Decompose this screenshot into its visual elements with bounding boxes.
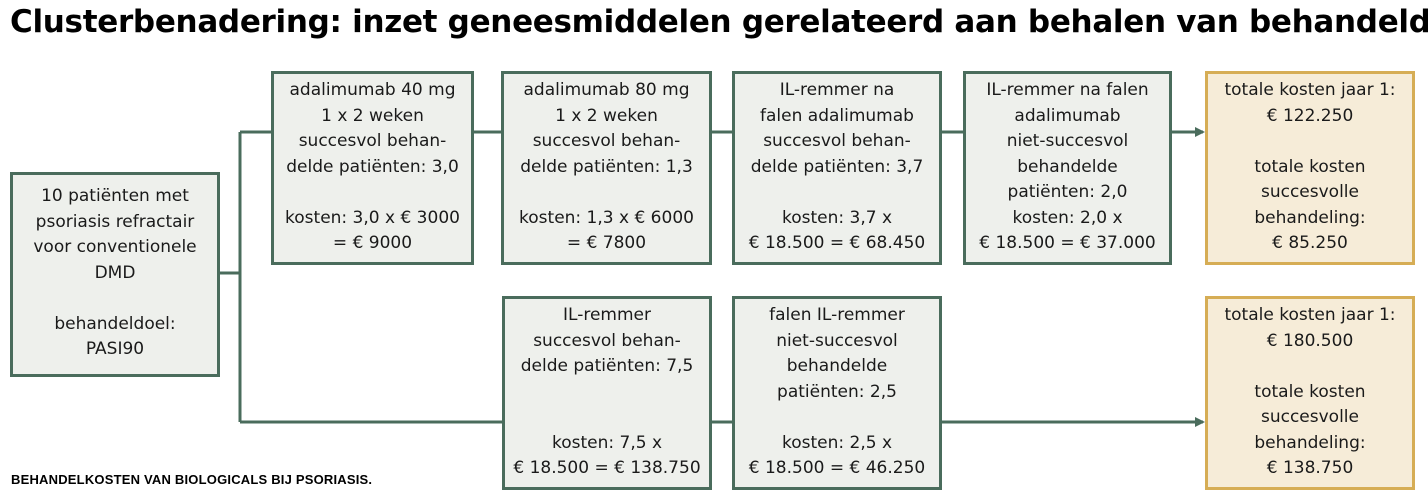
box-cost-line: € 18.500 = € 68.450 bbox=[748, 233, 926, 253]
box-text-line: IL-remmer na bbox=[779, 80, 895, 100]
start-text-line: DMD bbox=[94, 262, 136, 283]
box-text-line: patiënten: 2,5 bbox=[777, 381, 897, 402]
start-text-line: psoriasis refractair bbox=[35, 211, 195, 232]
box-text-line: delde patiënten: 3,0 bbox=[286, 156, 459, 177]
box-cost-line: kosten: 7,5 x bbox=[551, 432, 663, 453]
diagram-title: Clusterbenadering: inzet geneesmiddelen … bbox=[10, 4, 1428, 40]
box-text-line: behandelde bbox=[786, 356, 888, 376]
row2-total-costs-box: totale kosten jaar 1: € 180.500 totale k… bbox=[1205, 296, 1415, 490]
total-cost-line: totale kosten jaar 1: bbox=[1224, 305, 1396, 325]
start-goal-line: behandeldoel: bbox=[54, 313, 176, 334]
box-cost-line: = € 9000 bbox=[332, 233, 413, 253]
box-cost-line: kosten: 2,0 x bbox=[1012, 207, 1123, 228]
box-text-line: behandelde bbox=[1017, 156, 1118, 177]
box-text-line: succesvol behan- bbox=[763, 131, 911, 151]
row1-box-il-not-successful: IL-remmer na falen adalimumab niet-succe… bbox=[963, 71, 1172, 265]
box-text-line: 1 x 2 weken bbox=[321, 105, 424, 126]
total-cost-line: totale kosten jaar 1: bbox=[1224, 80, 1396, 100]
box-text-line: IL-remmer bbox=[563, 305, 651, 325]
start-text-line: 10 patiënten met bbox=[41, 186, 189, 206]
total-cost-value: € 180.500 bbox=[1266, 330, 1354, 351]
box-text-line: succesvol behan- bbox=[533, 330, 681, 351]
box-cost-line: kosten: 3,0 x € 3000 bbox=[285, 207, 460, 228]
box-cost-line: € 18.500 = € 46.250 bbox=[748, 458, 926, 478]
row1-total-costs-box: totale kosten jaar 1: € 122.250 totale k… bbox=[1205, 71, 1415, 265]
successful-cost-value: € 138.750 bbox=[1266, 458, 1354, 478]
box-text-line: niet-succesvol bbox=[1006, 131, 1129, 151]
box-cost-line: € 18.500 = € 37.000 bbox=[979, 233, 1156, 253]
box-text-line: falen adalimumab bbox=[760, 105, 914, 126]
box-text-line: adalimumab 80 mg bbox=[523, 80, 690, 100]
box-text-line: patiënten: 2,0 bbox=[1007, 182, 1128, 202]
box-text-line: IL-remmer na falen bbox=[986, 80, 1149, 100]
row1-box-adalimumab-40: adalimumab 40 mg 1 x 2 weken succesvol b… bbox=[271, 71, 474, 265]
row1-box-adalimumab-80: adalimumab 80 mg 1 x 2 weken succesvol b… bbox=[501, 71, 712, 265]
figure-caption: BEHANDELKOSTEN VAN BIOLOGICALS BIJ PSORI… bbox=[11, 472, 373, 487]
box-text-line: 1 x 2 weken bbox=[555, 105, 658, 126]
start-box: 10 patiënten met psoriasis refractair vo… bbox=[10, 172, 220, 377]
row2-box-il-failed: falen IL-remmer niet-succesvol behandeld… bbox=[732, 296, 942, 490]
box-cost-line: kosten: 3,7 x bbox=[781, 207, 893, 228]
box-text-line: succesvol behan- bbox=[532, 131, 681, 151]
total-cost-value: € 122.250 bbox=[1266, 105, 1354, 126]
box-text-line: delde patiënten: 3,7 bbox=[750, 156, 924, 177]
successful-cost-line: succesvolle bbox=[1260, 182, 1359, 202]
row2-box-il-successful: IL-remmer succesvol behan- delde patiënt… bbox=[502, 296, 712, 490]
box-text-line: delde patiënten: 1,3 bbox=[520, 156, 693, 177]
box-text-line: adalimumab bbox=[1014, 105, 1121, 126]
box-cost-line: kosten: 2,5 x bbox=[781, 432, 893, 453]
box-text-line: succesvol behan- bbox=[298, 131, 447, 151]
box-text-line: adalimumab 40 mg bbox=[289, 80, 456, 100]
successful-cost-value: € 85.250 bbox=[1272, 233, 1348, 253]
successful-cost-line: succesvolle bbox=[1260, 407, 1359, 427]
box-cost-line: € 18.500 = € 138.750 bbox=[513, 458, 701, 478]
successful-cost-line: behandeling: bbox=[1254, 432, 1366, 453]
box-text-line: niet-succesvol bbox=[776, 330, 898, 351]
successful-cost-line: behandeling: bbox=[1254, 207, 1366, 228]
box-cost-line: = € 7800 bbox=[566, 233, 647, 253]
row1-box-il-after-adalimumab: IL-remmer na falen adalimumab succesvol … bbox=[732, 71, 942, 265]
box-text-line: falen IL-remmer bbox=[769, 305, 905, 325]
start-text-line: voor conventionele bbox=[33, 237, 197, 257]
successful-cost-line: totale kosten bbox=[1254, 156, 1366, 177]
successful-cost-line: totale kosten bbox=[1254, 381, 1366, 402]
box-text-line: delde patiënten: 7,5 bbox=[520, 356, 694, 376]
box-cost-line: kosten: 1,3 x € 6000 bbox=[519, 207, 694, 228]
start-goal-line: PASI90 bbox=[85, 339, 145, 359]
